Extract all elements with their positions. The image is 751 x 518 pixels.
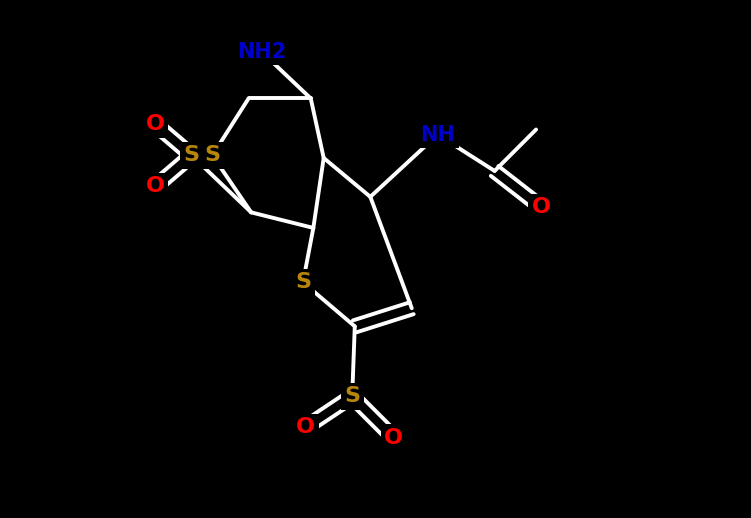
Text: NH: NH bbox=[421, 125, 455, 145]
Text: O: O bbox=[296, 418, 315, 437]
Text: O: O bbox=[532, 197, 550, 217]
Text: S: S bbox=[295, 272, 311, 292]
Text: S: S bbox=[204, 146, 220, 165]
Text: S: S bbox=[183, 146, 200, 165]
Text: O: O bbox=[384, 428, 403, 448]
Text: O: O bbox=[146, 114, 165, 134]
Text: S: S bbox=[344, 386, 360, 406]
Text: O: O bbox=[146, 177, 165, 196]
Text: NH2: NH2 bbox=[237, 42, 286, 62]
